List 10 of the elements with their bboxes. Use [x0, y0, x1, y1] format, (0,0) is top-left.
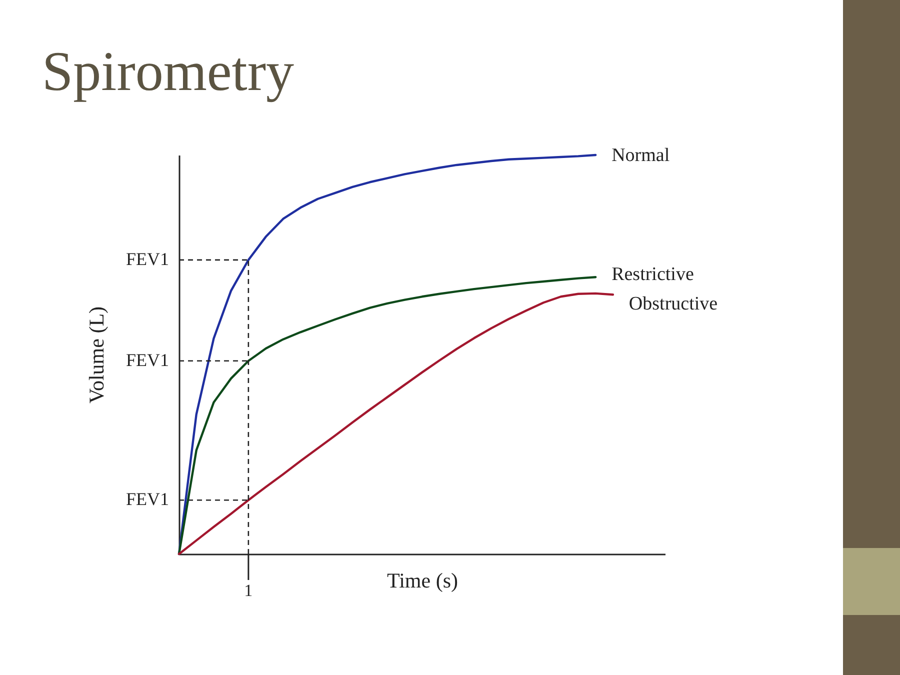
- ref-line-label: FEV1: [126, 248, 169, 269]
- ref-line-label: FEV1: [126, 350, 169, 370]
- text: 1: [244, 581, 253, 600]
- x-axis-title: Time (s): [387, 568, 458, 592]
- series-label: Restrictive: [612, 264, 694, 286]
- series-label: Normal: [612, 145, 670, 166]
- y-axis-title: Volume (L): [84, 306, 108, 404]
- series-label: Obstructive: [628, 294, 718, 315]
- chart-title: Spirometry: [42, 40, 294, 104]
- ref-line-label: FEV1: [126, 489, 169, 510]
